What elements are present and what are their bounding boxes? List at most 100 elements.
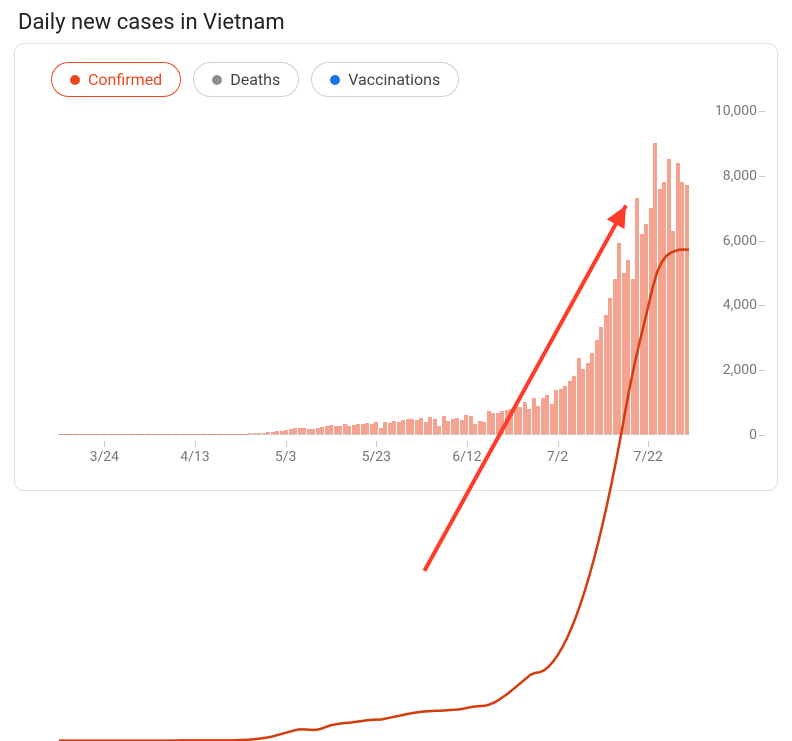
bar xyxy=(649,208,653,434)
y-axis-label: 10,000 xyxy=(715,103,757,119)
bar xyxy=(383,422,387,434)
tab-deaths[interactable]: Deaths xyxy=(193,62,299,97)
tab-vaccinations[interactable]: Vaccinations xyxy=(311,62,459,97)
bar xyxy=(460,420,464,434)
bar xyxy=(302,428,306,434)
bar xyxy=(419,418,423,434)
bar xyxy=(352,425,356,434)
bar xyxy=(541,398,545,434)
bar xyxy=(514,405,518,434)
bar xyxy=(374,422,378,434)
bar xyxy=(338,426,342,434)
x-axis-label: 7/2 xyxy=(547,449,569,465)
bar xyxy=(604,315,608,435)
bars-container xyxy=(59,111,689,434)
bar xyxy=(478,421,482,434)
page-title: Daily new cases in Vietnam xyxy=(0,0,792,43)
bar xyxy=(320,427,324,434)
bar xyxy=(568,381,572,434)
bar xyxy=(316,428,320,434)
y-axis-label: 6,000 xyxy=(723,233,757,249)
bar xyxy=(365,423,369,434)
bar xyxy=(500,411,504,434)
bar xyxy=(437,426,441,434)
bar xyxy=(415,420,419,434)
bar xyxy=(347,426,351,434)
bar xyxy=(644,224,648,434)
bar xyxy=(473,424,477,434)
bar xyxy=(442,416,446,434)
bar xyxy=(658,189,662,434)
bar xyxy=(613,279,617,434)
tabs-row: Confirmed Deaths Vaccinations xyxy=(27,62,765,97)
bar xyxy=(428,417,432,434)
tab-label: Confirmed xyxy=(88,70,162,89)
bar xyxy=(626,260,630,434)
bar xyxy=(622,273,626,435)
bar xyxy=(266,432,270,434)
bar xyxy=(361,424,365,434)
bar xyxy=(635,198,639,434)
bar xyxy=(433,419,437,435)
bar xyxy=(271,432,275,434)
bar xyxy=(532,398,536,434)
y-axis-label: 0 xyxy=(749,427,757,443)
bar xyxy=(640,234,644,434)
bar xyxy=(491,413,495,434)
bar xyxy=(257,433,261,434)
y-axis-label: 4,000 xyxy=(723,297,757,313)
bar xyxy=(289,429,293,434)
bar xyxy=(671,231,675,434)
bar xyxy=(680,182,684,434)
bar xyxy=(545,395,549,434)
bar xyxy=(523,402,527,434)
bar xyxy=(397,422,401,434)
bar xyxy=(388,423,392,434)
bar xyxy=(307,429,311,434)
bar xyxy=(424,422,428,434)
bar xyxy=(284,430,288,434)
bar xyxy=(595,340,599,434)
bar xyxy=(487,411,491,434)
bar xyxy=(298,428,302,434)
tab-label: Vaccinations xyxy=(348,70,440,89)
bar xyxy=(572,376,576,434)
x-axis-label: 5/3 xyxy=(275,449,297,465)
bar xyxy=(379,428,383,434)
bar xyxy=(311,429,315,434)
bar xyxy=(590,353,594,434)
bar xyxy=(550,404,554,434)
bar xyxy=(253,433,257,434)
bar xyxy=(509,409,513,434)
bar xyxy=(653,143,657,434)
bar xyxy=(401,420,405,434)
dot-icon xyxy=(70,75,80,85)
bar xyxy=(275,431,279,434)
bar xyxy=(482,422,486,434)
bar xyxy=(248,433,252,434)
bar xyxy=(329,425,333,434)
x-axis-label: 6/12 xyxy=(452,449,481,465)
y-axis: 02,0004,0006,0008,00010,000 xyxy=(697,111,757,435)
y-axis-label: 2,000 xyxy=(723,362,757,378)
plot-area xyxy=(59,111,689,435)
x-axis-label: 3/24 xyxy=(90,449,119,465)
bar xyxy=(455,418,459,434)
x-axis-label: 7/22 xyxy=(634,449,663,465)
bar xyxy=(464,415,468,434)
bar xyxy=(392,421,396,434)
chart-area: 02,0004,0006,0008,00010,000 3/244/135/35… xyxy=(35,111,765,471)
tab-confirmed[interactable]: Confirmed xyxy=(51,62,181,97)
bar xyxy=(325,426,329,434)
bar xyxy=(608,298,612,434)
bar xyxy=(559,389,563,434)
bar xyxy=(667,159,671,434)
bar xyxy=(505,410,509,434)
bar xyxy=(410,419,414,435)
bar xyxy=(370,424,374,434)
bar xyxy=(469,416,473,434)
bar xyxy=(451,419,455,434)
bar xyxy=(496,413,500,434)
x-axis: 3/244/135/35/236/127/27/22 xyxy=(59,441,689,471)
y-axis-label: 8,000 xyxy=(723,168,757,184)
